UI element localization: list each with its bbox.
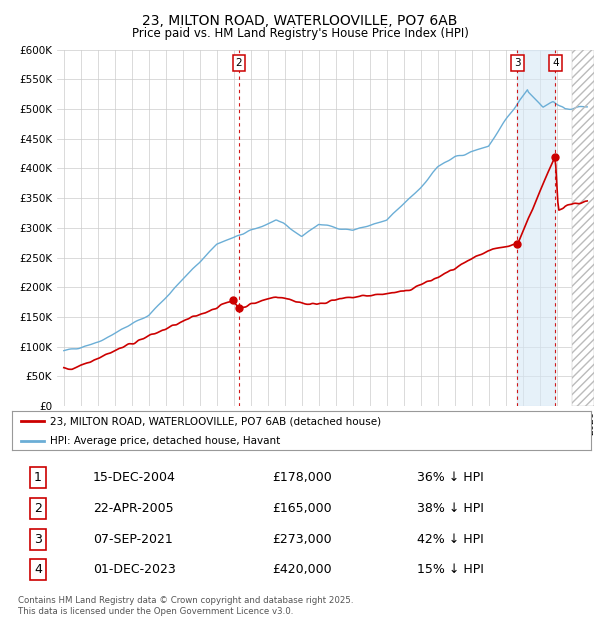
Text: 15% ↓ HPI: 15% ↓ HPI (418, 564, 484, 576)
Text: Price paid vs. HM Land Registry's House Price Index (HPI): Price paid vs. HM Land Registry's House … (131, 27, 469, 40)
Bar (572, 50, 594, 406)
Text: 2: 2 (236, 58, 242, 68)
Text: £178,000: £178,000 (272, 471, 332, 484)
Text: 23, MILTON ROAD, WATERLOOVILLE, PO7 6AB (detached house): 23, MILTON ROAD, WATERLOOVILLE, PO7 6AB … (50, 417, 381, 427)
Text: 4: 4 (552, 58, 559, 68)
Text: 23, MILTON ROAD, WATERLOOVILLE, PO7 6AB: 23, MILTON ROAD, WATERLOOVILLE, PO7 6AB (142, 14, 458, 29)
Bar (572, 50, 594, 406)
Text: 1: 1 (34, 471, 42, 484)
Text: 42% ↓ HPI: 42% ↓ HPI (418, 533, 484, 546)
Text: 36% ↓ HPI: 36% ↓ HPI (418, 471, 484, 484)
Text: 01-DEC-2023: 01-DEC-2023 (93, 564, 176, 576)
Text: 38% ↓ HPI: 38% ↓ HPI (418, 502, 484, 515)
Text: £273,000: £273,000 (272, 533, 332, 546)
Text: £165,000: £165,000 (272, 502, 332, 515)
Text: 4: 4 (34, 564, 42, 576)
Bar (517, 50, 555, 406)
Text: £420,000: £420,000 (272, 564, 332, 576)
Text: HPI: Average price, detached house, Havant: HPI: Average price, detached house, Hava… (50, 436, 280, 446)
Text: 22-APR-2005: 22-APR-2005 (93, 502, 173, 515)
Text: 3: 3 (514, 58, 521, 68)
Text: Contains HM Land Registry data © Crown copyright and database right 2025.
This d: Contains HM Land Registry data © Crown c… (18, 596, 353, 616)
Text: 3: 3 (34, 533, 42, 546)
Text: 07-SEP-2021: 07-SEP-2021 (93, 533, 173, 546)
Text: 2: 2 (34, 502, 42, 515)
Text: 15-DEC-2004: 15-DEC-2004 (93, 471, 176, 484)
